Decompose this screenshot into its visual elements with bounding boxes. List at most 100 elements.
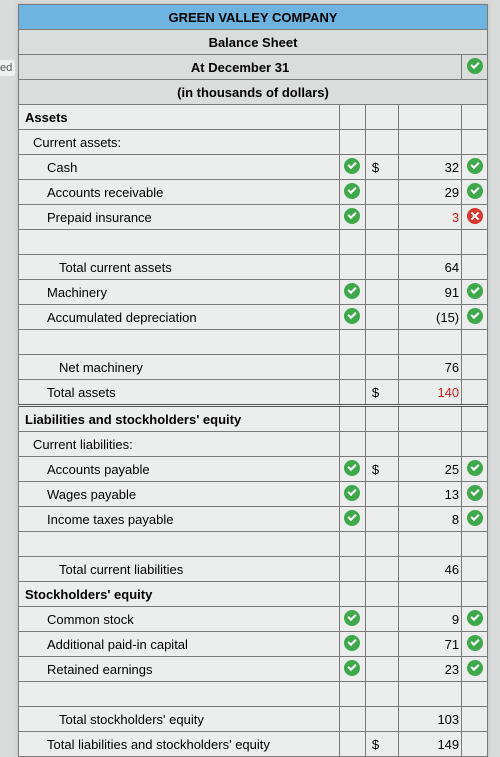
table-row: Total current liabilities46	[19, 557, 488, 582]
cross-icon	[467, 208, 483, 224]
check-icon	[467, 610, 483, 626]
check-icon	[344, 158, 360, 174]
row-status-1	[340, 330, 366, 355]
sheet-date: At December 31	[19, 55, 462, 80]
header-status	[462, 55, 488, 80]
check-icon	[467, 183, 483, 199]
table-row: Total stockholders' equity103	[19, 707, 488, 732]
check-icon	[467, 308, 483, 324]
row-currency: $	[365, 457, 398, 482]
row-status-2	[462, 607, 488, 632]
row-label	[19, 682, 340, 707]
table-row: Wages payable13	[19, 482, 488, 507]
check-icon	[344, 308, 360, 324]
row-currency	[365, 582, 398, 607]
check-icon	[467, 510, 483, 526]
table-row: Machinery91	[19, 280, 488, 305]
row-status-1	[340, 230, 366, 255]
row-currency	[365, 230, 398, 255]
check-icon	[344, 510, 360, 526]
row-currency: $	[365, 732, 398, 757]
row-label	[19, 230, 340, 255]
row-value	[399, 330, 462, 355]
row-currency	[365, 305, 398, 330]
row-currency	[365, 105, 398, 130]
row-currency: $	[365, 155, 398, 180]
table-row: Common stock9	[19, 607, 488, 632]
row-value: 149	[399, 732, 462, 757]
row-status-1	[340, 482, 366, 507]
check-icon	[467, 635, 483, 651]
row-status-1	[340, 380, 366, 406]
table-row: Cash$32	[19, 155, 488, 180]
row-status-1	[340, 457, 366, 482]
table-row: Assets	[19, 105, 488, 130]
table-row: Liabilities and stockholders' equity	[19, 406, 488, 432]
row-value: 23	[399, 657, 462, 682]
check-icon	[344, 610, 360, 626]
row-value: 32	[399, 155, 462, 180]
row-label: Current assets:	[19, 130, 340, 155]
row-label: Total current assets	[19, 255, 340, 280]
row-status-2	[462, 406, 488, 432]
row-status-1	[340, 532, 366, 557]
row-currency	[365, 355, 398, 380]
table-row: Retained earnings 23	[19, 657, 488, 682]
row-label: Accumulated depreciation	[19, 305, 340, 330]
row-status-2	[462, 330, 488, 355]
table-row: Income taxes payable 8	[19, 507, 488, 532]
page-edge-text: ed	[0, 60, 15, 76]
row-label	[19, 532, 340, 557]
row-currency	[365, 507, 398, 532]
row-status-1	[340, 507, 366, 532]
check-icon	[344, 660, 360, 676]
row-status-2	[462, 105, 488, 130]
row-status-2	[462, 205, 488, 230]
row-value	[399, 682, 462, 707]
row-value: 91	[399, 280, 462, 305]
table-row	[19, 330, 488, 355]
row-status-1	[340, 607, 366, 632]
row-status-2	[462, 657, 488, 682]
row-currency	[365, 657, 398, 682]
row-currency	[365, 180, 398, 205]
table-row: Total current assets64	[19, 255, 488, 280]
row-value: 13	[399, 482, 462, 507]
row-status-1	[340, 432, 366, 457]
row-currency	[365, 532, 398, 557]
row-status-1	[340, 582, 366, 607]
balance-sheet-table: GREEN VALLEY COMPANY Balance Sheet At De…	[18, 4, 488, 757]
row-value: 8	[399, 507, 462, 532]
row-status-1	[340, 732, 366, 757]
row-status-2	[462, 507, 488, 532]
table-row: Current liabilities:	[19, 432, 488, 457]
check-icon	[467, 460, 483, 476]
check-icon	[467, 158, 483, 174]
row-currency	[365, 280, 398, 305]
row-label: Income taxes payable	[19, 507, 340, 532]
row-status-2	[462, 432, 488, 457]
row-label: Stockholders' equity	[19, 582, 340, 607]
check-icon	[344, 208, 360, 224]
row-value: 29	[399, 180, 462, 205]
row-value: 25	[399, 457, 462, 482]
table-row: Additional paid-in capital71	[19, 632, 488, 657]
row-status-1	[340, 130, 366, 155]
row-label: Assets	[19, 105, 340, 130]
row-currency	[365, 707, 398, 732]
row-status-1	[340, 682, 366, 707]
row-label: Total liabilities and stockholders' equi…	[19, 732, 340, 757]
row-status-1	[340, 406, 366, 432]
table-row: Total liabilities and stockholders' equi…	[19, 732, 488, 757]
check-icon	[344, 485, 360, 501]
row-label: Additional paid-in capital	[19, 632, 340, 657]
row-status-2	[462, 682, 488, 707]
row-label: Retained earnings	[19, 657, 340, 682]
row-status-2	[462, 180, 488, 205]
row-label	[19, 330, 340, 355]
table-row: Accumulated depreciation(15)	[19, 305, 488, 330]
row-status-2	[462, 380, 488, 406]
row-label: Current liabilities:	[19, 432, 340, 457]
row-status-1	[340, 155, 366, 180]
row-label: Accounts receivable	[19, 180, 340, 205]
